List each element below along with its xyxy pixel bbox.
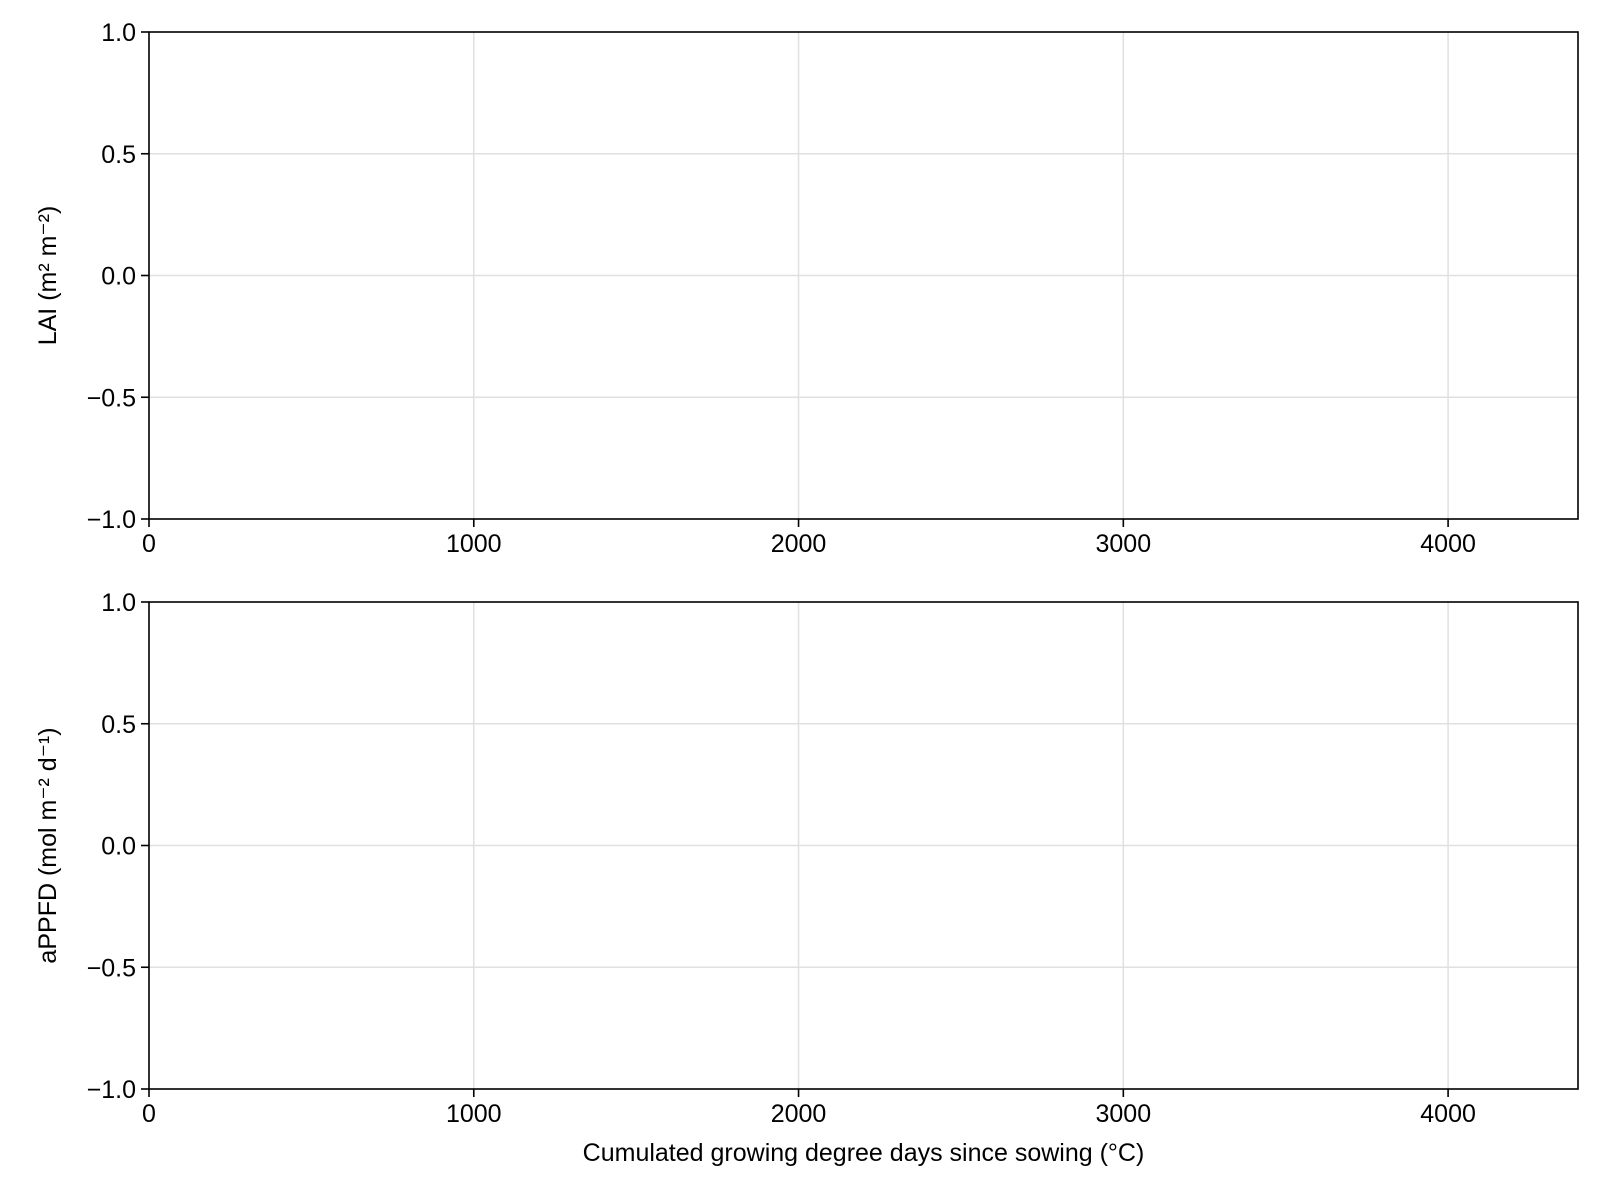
y-tick-label: 0.0 [101,263,136,291]
y-tick-label: −1.0 [87,506,136,534]
y-tick-label: 1.0 [101,19,136,47]
x-tick-label: 3000 [1096,1100,1152,1128]
y-tick-label: 0.5 [101,711,136,739]
x-tick-label: 4000 [1420,530,1476,558]
x-tick-label: 1000 [446,1100,502,1128]
x-tick-label: 1000 [446,530,502,558]
y-tick-label: 0.0 [101,833,136,861]
x-tick-label: 0 [142,530,156,558]
y-axis-label: LAI (m² m⁻²) [34,206,62,346]
y-tick-label: 0.5 [101,141,136,169]
y-tick-label: −0.5 [87,384,136,412]
x-tick-label: 3000 [1096,530,1152,558]
y-axis-label: aPPFD (mol m⁻² d⁻¹) [34,727,62,963]
appfd-panel: 0 1000 2000 3000 4000 −1.0 −0.5 0.0 0.5 1.0 aPPFD … [34,589,1579,1167]
y-tick-label: 1.0 [101,589,136,617]
x-tick-label: 2000 [771,1100,827,1128]
x-tick-label: 2000 [771,530,827,558]
y-tick-label: −0.5 [87,954,136,982]
x-tick-label: 4000 [1420,1100,1476,1128]
lai-panel: 0 1000 2000 3000 4000 −1.0 −0.5 0.0 0.5 1.0 LAI (m… [34,19,1579,558]
x-tick-label: 0 [142,1100,156,1128]
x-axis-label: Cumulated growing degree days since sowi… [583,1139,1145,1167]
y-tick-label: −1.0 [87,1076,136,1104]
